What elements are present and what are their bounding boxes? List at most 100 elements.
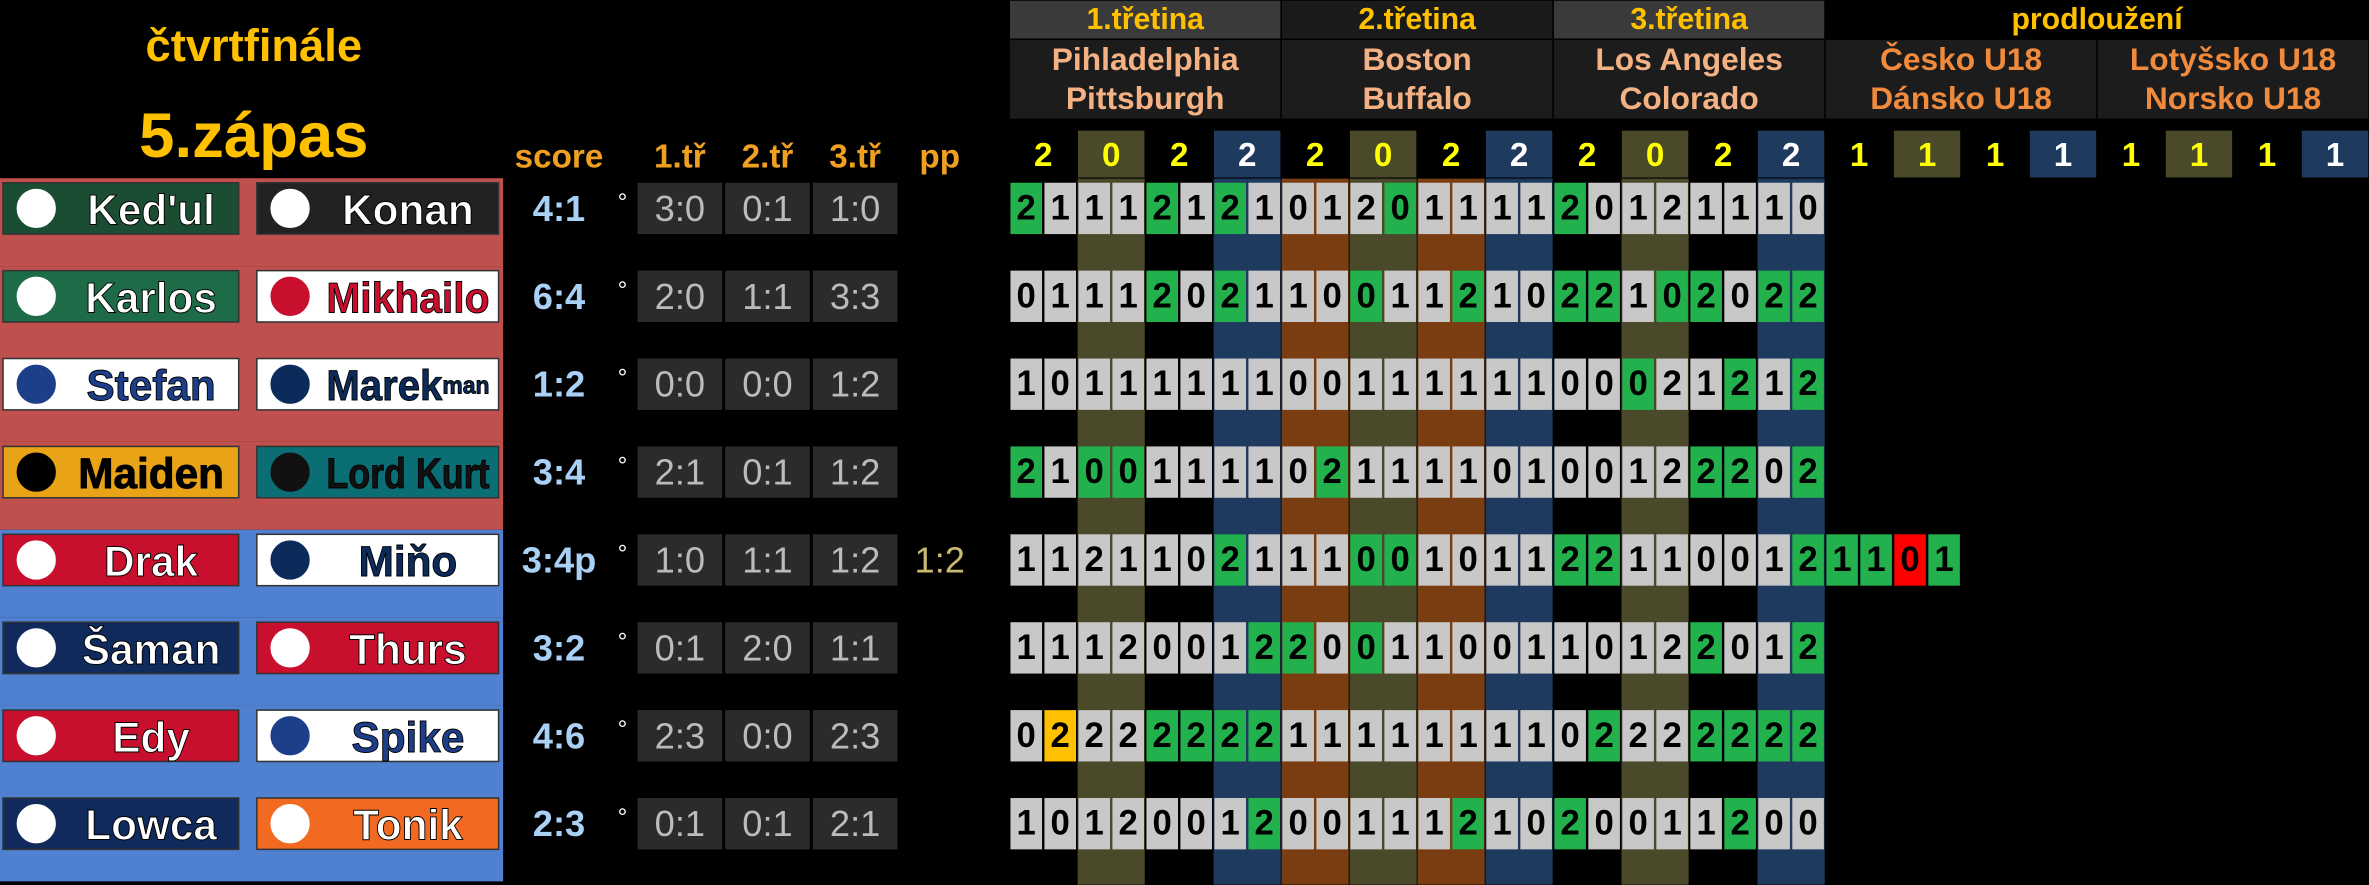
team-name: Lord Kurt bbox=[326, 450, 489, 497]
pick-cell bbox=[1588, 798, 1620, 850]
column-header: 1.tř bbox=[654, 139, 706, 176]
pick-cell bbox=[1316, 270, 1348, 322]
pick: 2 bbox=[1051, 717, 1070, 755]
period-score-box bbox=[637, 270, 723, 322]
pick-cell bbox=[1622, 182, 1654, 235]
pick: 2 bbox=[1153, 189, 1172, 227]
pick-cell bbox=[1282, 710, 1314, 762]
team-logo bbox=[267, 361, 313, 407]
pick-cell bbox=[1622, 798, 1654, 850]
pick: 0 bbox=[1764, 805, 1783, 843]
period-score-box bbox=[637, 710, 723, 762]
pick-cell bbox=[1724, 534, 1756, 586]
pick: 0 bbox=[1289, 189, 1308, 227]
pick: 0 bbox=[1323, 629, 1342, 667]
pick: 2 bbox=[1594, 277, 1613, 315]
period-score: 2:3 bbox=[830, 715, 880, 756]
ot-pick: 1 bbox=[1866, 541, 1885, 579]
period-score: 2:0 bbox=[742, 627, 792, 668]
pick-cell bbox=[1316, 622, 1348, 674]
pick: 0 bbox=[1662, 277, 1681, 315]
pick: 2 bbox=[1798, 277, 1817, 315]
pick: 2 bbox=[1594, 541, 1613, 579]
pick: 0 bbox=[1323, 277, 1342, 315]
pick-cell bbox=[1656, 534, 1688, 586]
pick: 2 bbox=[1323, 453, 1342, 491]
pick: 1 bbox=[1221, 453, 1240, 491]
pick-cell bbox=[1282, 534, 1314, 586]
pick-cell bbox=[1044, 534, 1077, 586]
pick-cell bbox=[1656, 270, 1688, 322]
team-name: Miňo bbox=[359, 538, 458, 585]
pick-cell bbox=[1350, 798, 1382, 850]
score: 4:1 bbox=[533, 188, 585, 229]
pick: 1 bbox=[1119, 189, 1138, 227]
column-header: 2.tř bbox=[742, 139, 794, 176]
team-name-suffix: man bbox=[442, 372, 489, 399]
pick: 1 bbox=[1391, 805, 1410, 843]
pick-cell bbox=[1452, 270, 1484, 322]
pick-cell bbox=[1180, 622, 1212, 674]
pick: 0 bbox=[1187, 805, 1206, 843]
pick: 2 bbox=[1221, 189, 1240, 227]
pick-cell bbox=[1588, 270, 1620, 322]
overtime-score: 1:2 bbox=[915, 540, 965, 581]
pick-cell bbox=[1010, 622, 1043, 674]
pick: 1 bbox=[1255, 541, 1274, 579]
pick-cell bbox=[1622, 446, 1654, 498]
pick-cell bbox=[1656, 710, 1688, 762]
pick: 1 bbox=[1696, 365, 1715, 403]
pick: 1 bbox=[1017, 365, 1036, 403]
pick: 2 bbox=[1730, 365, 1749, 403]
pick: 1 bbox=[1764, 541, 1783, 579]
pick-cell bbox=[1112, 446, 1145, 498]
pick-cell bbox=[1010, 182, 1043, 235]
period-score: 0:1 bbox=[655, 627, 705, 668]
game-away: Norsko U18 bbox=[2145, 80, 2321, 116]
pick: 1 bbox=[1187, 453, 1206, 491]
pick: 1 bbox=[1187, 365, 1206, 403]
pick: 2 bbox=[1153, 717, 1172, 755]
tip-header: 2 bbox=[1306, 137, 1324, 174]
pick: 1 bbox=[1221, 805, 1240, 843]
pick-cell bbox=[1112, 622, 1145, 674]
tip-header-cell bbox=[2300, 129, 2369, 179]
pick: 1 bbox=[1492, 541, 1511, 579]
pick-cell bbox=[1214, 710, 1246, 762]
game-header-bg bbox=[1824, 38, 2098, 121]
pick-cell bbox=[1588, 358, 1620, 410]
pick: 0 bbox=[1560, 365, 1579, 403]
ot-pick-cell bbox=[1894, 534, 1926, 586]
pick-cell bbox=[1758, 270, 1790, 322]
pick: 1 bbox=[1425, 189, 1444, 227]
pick-cell bbox=[1248, 622, 1280, 674]
tip-header: 2 bbox=[1510, 137, 1528, 174]
pick-cell bbox=[1758, 182, 1790, 235]
period-score: 2:1 bbox=[655, 452, 705, 493]
pick-cell bbox=[1792, 710, 1824, 762]
pick-cell bbox=[1248, 270, 1280, 322]
pick-cell bbox=[1486, 270, 1518, 322]
pick: 0 bbox=[1187, 277, 1206, 315]
pick: 2 bbox=[1560, 277, 1579, 315]
pick-cell bbox=[1316, 446, 1348, 498]
pick-cell bbox=[1656, 446, 1688, 498]
team-name: Spike bbox=[352, 714, 465, 761]
pick: 2 bbox=[1730, 717, 1749, 755]
game-home: Česko U18 bbox=[1880, 41, 2042, 77]
pick-cell bbox=[1622, 710, 1654, 762]
pick-cell bbox=[1588, 182, 1620, 235]
pick: 0 bbox=[1526, 277, 1545, 315]
pick-cell bbox=[1350, 446, 1382, 498]
pick-cell bbox=[1180, 446, 1212, 498]
pick-cell bbox=[1690, 534, 1722, 586]
pick-cell bbox=[1078, 270, 1111, 322]
pick-cell bbox=[1690, 622, 1722, 674]
period-score-box bbox=[725, 182, 810, 235]
tip-header: 1 bbox=[2122, 137, 2140, 174]
pick: 1 bbox=[1425, 453, 1444, 491]
pick: 2 bbox=[1696, 453, 1715, 491]
pick-cell bbox=[1452, 798, 1484, 850]
pick: 2 bbox=[1730, 453, 1749, 491]
pick-cell bbox=[1792, 182, 1824, 235]
